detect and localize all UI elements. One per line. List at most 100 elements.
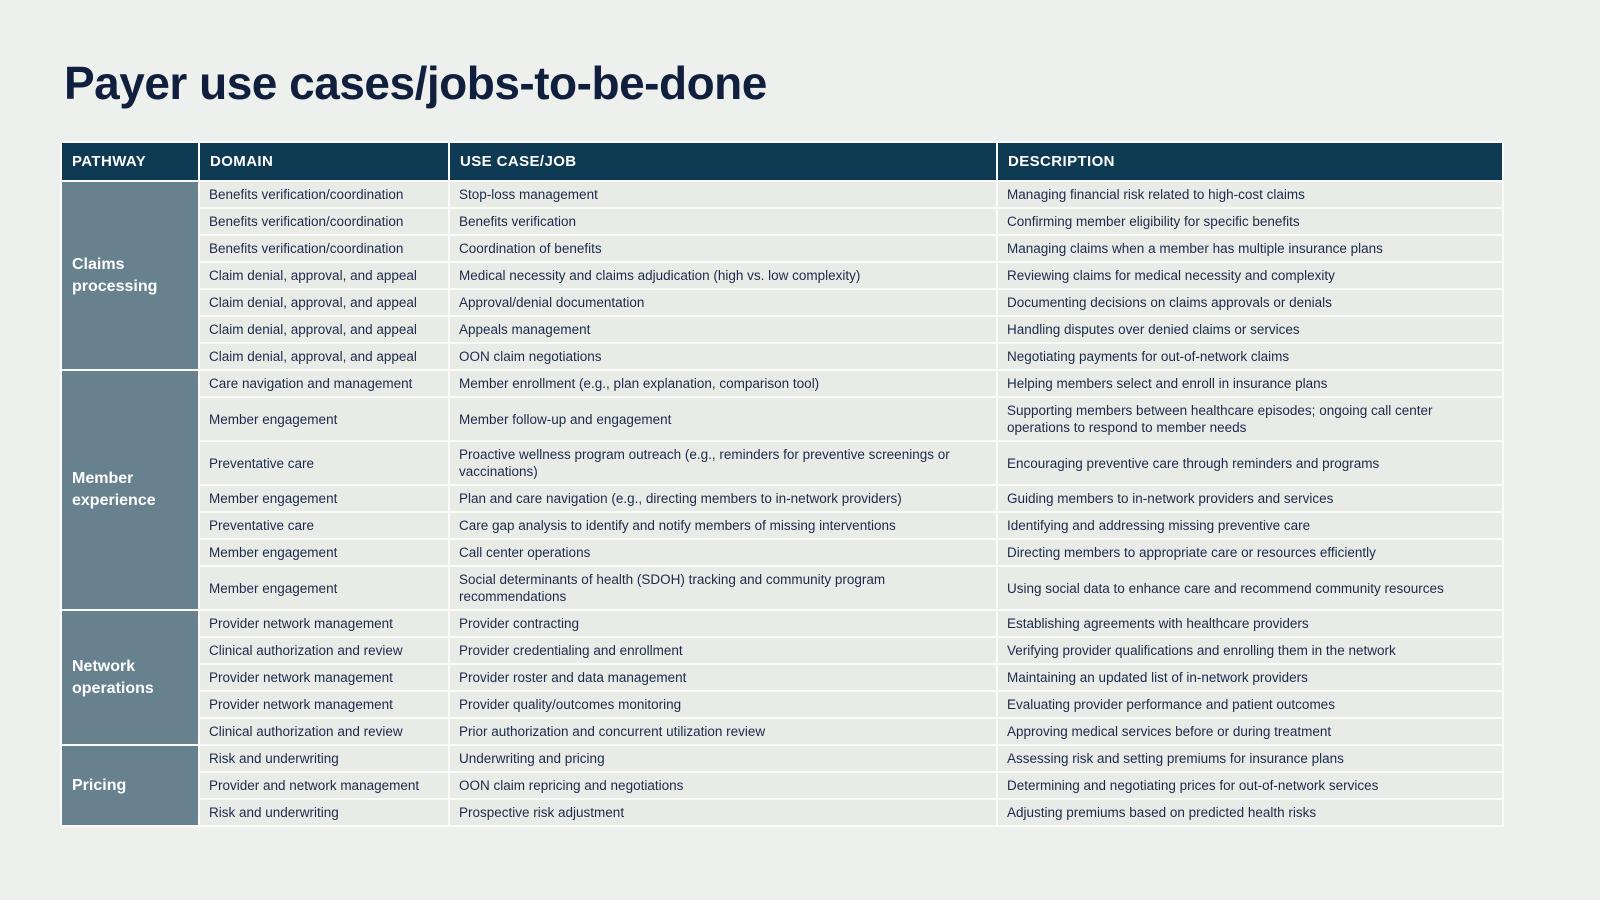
use-case-cell: Medical necessity and claims adjudicatio… bbox=[450, 263, 996, 288]
use-case-cell: Member enrollment (e.g., plan explanatio… bbox=[450, 371, 996, 396]
domain-cell: Provider and network management bbox=[200, 773, 448, 798]
use-case-cell: Coordination of benefits bbox=[450, 236, 996, 261]
domain-cell: Clinical authorization and review bbox=[200, 719, 448, 744]
domain-cell: Benefits verification/coordination bbox=[200, 182, 448, 207]
table-row: Claim denial, approval, and appeal Appeal… bbox=[62, 317, 1502, 342]
domain-cell: Risk and underwriting bbox=[200, 746, 448, 771]
use-cases-table-container: PATHWAY DOMAIN USE CASE/JOB DESCRIPTION … bbox=[60, 141, 1506, 827]
use-case-cell: Underwriting and pricing bbox=[450, 746, 996, 771]
use-case-cell: Care gap analysis to identify and notify… bbox=[450, 513, 996, 538]
page-title: Payer use cases/jobs-to-be-done bbox=[64, 57, 767, 109]
domain-cell: Clinical authorization and review bbox=[200, 638, 448, 663]
domain-cell: Member engagement bbox=[200, 398, 448, 440]
use-case-cell: Social determinants of health (SDOH) tra… bbox=[450, 567, 996, 609]
use-case-cell: OON claim negotiations bbox=[450, 344, 996, 369]
domain-cell: Provider network management bbox=[200, 665, 448, 690]
table-row: Pricing Risk and underwriting Underwriting… bbox=[62, 746, 1502, 825]
table-row: Preventative care Care gap analysis to id… bbox=[62, 513, 1502, 538]
table-row: Network operations Provider network manag… bbox=[62, 611, 1502, 744]
use-case-cell: Provider credentialing and enrollment bbox=[450, 638, 996, 663]
pathway-cell: Claims processing bbox=[62, 182, 198, 369]
header-row: PATHWAY DOMAIN USE CASE/JOB DESCRIPTION bbox=[62, 143, 1502, 180]
use-case-cell: Member follow-up and engagement bbox=[450, 398, 996, 440]
table-row: Provider network management Provider qual… bbox=[62, 692, 1502, 717]
description-cell: Encouraging preventive care through remi… bbox=[998, 442, 1502, 484]
domain-cell: Preventative care bbox=[200, 513, 448, 538]
description-cell: Managing claims when a member has multip… bbox=[998, 236, 1502, 261]
pathway-cell: Member experience bbox=[62, 371, 198, 609]
table-row: Benefits verification/coordination Benefi… bbox=[62, 209, 1502, 234]
description-cell: Helping members select and enroll in ins… bbox=[998, 371, 1502, 396]
use-case-cell: Benefits verification bbox=[450, 209, 996, 234]
domain-cell: Claim denial, approval, and appeal bbox=[200, 317, 448, 342]
use-case-cell: Provider quality/outcomes monitoring bbox=[450, 692, 996, 717]
description-cell: Handling disputes over denied claims or … bbox=[998, 317, 1502, 342]
domain-cell: Care navigation and management bbox=[200, 371, 448, 396]
use-case-cell: OON claim repricing and negotiations bbox=[450, 773, 996, 798]
column-header-domain: DOMAIN bbox=[200, 143, 448, 180]
description-cell: Guiding members to in-network providers … bbox=[998, 486, 1502, 511]
description-cell: Adjusting premiums based on predicted he… bbox=[998, 800, 1502, 825]
table-row: Member engagement Plan and care navigatio… bbox=[62, 486, 1502, 511]
description-cell: Establishing agreements with healthcare … bbox=[998, 611, 1502, 636]
domain-cell: Provider network management bbox=[200, 611, 448, 636]
table-row: Member engagement Member follow-up and en… bbox=[62, 398, 1502, 440]
table-body: Claims processing Benefits verification/c… bbox=[62, 182, 1502, 825]
description-cell: Maintaining an updated list of in-networ… bbox=[998, 665, 1502, 690]
domain-cell: Provider network management bbox=[200, 692, 448, 717]
description-cell: Supporting members between healthcare ep… bbox=[998, 398, 1502, 440]
table-row: Provider and network management OON claim… bbox=[62, 773, 1502, 798]
table-row: Provider network management Provider rost… bbox=[62, 665, 1502, 690]
domain-cell: Benefits verification/coordination bbox=[200, 209, 448, 234]
domain-cell: Member engagement bbox=[200, 567, 448, 609]
description-cell: Approving medical services before or dur… bbox=[998, 719, 1502, 744]
use-case-cell: Provider roster and data management bbox=[450, 665, 996, 690]
use-case-cell: Plan and care navigation (e.g., directin… bbox=[450, 486, 996, 511]
description-cell: Directing members to appropriate care or… bbox=[998, 540, 1502, 565]
description-cell: Documenting decisions on claims approval… bbox=[998, 290, 1502, 315]
table-row: Risk and underwriting Prospective risk ad… bbox=[62, 800, 1502, 825]
table-row: Preventative care Proactive wellness prog… bbox=[62, 442, 1502, 484]
description-cell: Identifying and addressing missing preve… bbox=[998, 513, 1502, 538]
table-row: Clinical authorization and review Prior a… bbox=[62, 719, 1502, 744]
pathway-cell: Pricing bbox=[62, 746, 198, 825]
table-row: Claim denial, approval, and appeal OON cl… bbox=[62, 344, 1502, 369]
domain-cell: Claim denial, approval, and appeal bbox=[200, 263, 448, 288]
description-cell: Confirming member eligibility for specif… bbox=[998, 209, 1502, 234]
use-case-cell: Proactive wellness program outreach (e.g… bbox=[450, 442, 996, 484]
table-row: Member experience Care navigation and man… bbox=[62, 371, 1502, 609]
description-cell: Determining and negotiating prices for o… bbox=[998, 773, 1502, 798]
description-cell: Verifying provider qualifications and en… bbox=[998, 638, 1502, 663]
table-row: Claims processing Benefits verification/c… bbox=[62, 182, 1502, 369]
domain-cell: Member engagement bbox=[200, 540, 448, 565]
use-case-cell: Prospective risk adjustment bbox=[450, 800, 996, 825]
domain-cell: Claim denial, approval, and appeal bbox=[200, 290, 448, 315]
domain-cell: Risk and underwriting bbox=[200, 800, 448, 825]
table-row: Benefits verification/coordination Coordi… bbox=[62, 236, 1502, 261]
use-case-cell: Stop-loss management bbox=[450, 182, 996, 207]
description-cell: Negotiating payments for out-of-network … bbox=[998, 344, 1502, 369]
domain-cell: Benefits verification/coordination bbox=[200, 236, 448, 261]
table-row: Member engagement Social determinants of … bbox=[62, 567, 1502, 609]
column-header-use-case: USE CASE/JOB bbox=[450, 143, 996, 180]
column-header-description: DESCRIPTION bbox=[998, 143, 1502, 180]
use-case-cell: Provider contracting bbox=[450, 611, 996, 636]
table-row: Clinical authorization and review Provide… bbox=[62, 638, 1502, 663]
domain-cell: Member engagement bbox=[200, 486, 448, 511]
domain-cell: Claim denial, approval, and appeal bbox=[200, 344, 448, 369]
table-row: Claim denial, approval, and appeal Medica… bbox=[62, 263, 1502, 288]
domain-cell: Preventative care bbox=[200, 442, 448, 484]
use-case-cell: Prior authorization and concurrent utili… bbox=[450, 719, 996, 744]
pathway-cell: Network operations bbox=[62, 611, 198, 744]
description-cell: Assessing risk and setting premiums for … bbox=[998, 746, 1502, 771]
use-case-cell: Approval/denial documentation bbox=[450, 290, 996, 315]
use-cases-table: PATHWAY DOMAIN USE CASE/JOB DESCRIPTION … bbox=[60, 141, 1504, 827]
use-case-cell: Call center operations bbox=[450, 540, 996, 565]
description-cell: Using social data to enhance care and re… bbox=[998, 567, 1502, 609]
use-case-cell: Appeals management bbox=[450, 317, 996, 342]
description-cell: Reviewing claims for medical necessity a… bbox=[998, 263, 1502, 288]
description-cell: Managing financial risk related to high-… bbox=[998, 182, 1502, 207]
table-row: Member engagement Call center operations D… bbox=[62, 540, 1502, 565]
description-cell: Evaluating provider performance and pati… bbox=[998, 692, 1502, 717]
